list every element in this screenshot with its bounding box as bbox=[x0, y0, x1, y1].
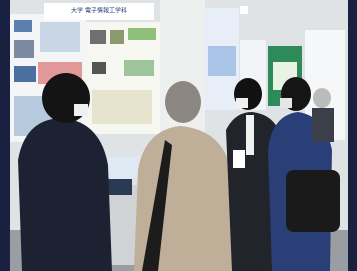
badge bbox=[233, 150, 245, 168]
poster-figure bbox=[40, 22, 80, 52]
photo: 大学 電子情報工学科 bbox=[0, 0, 357, 271]
poster-figure bbox=[92, 90, 152, 124]
poster-figure bbox=[128, 28, 156, 40]
person-jacket bbox=[18, 118, 112, 271]
poster-figure bbox=[14, 20, 32, 32]
poster-figure bbox=[14, 66, 36, 82]
mask bbox=[74, 104, 88, 116]
poster-figure bbox=[92, 62, 106, 74]
sign-text: 大学 電子情報工学科 bbox=[71, 7, 127, 15]
poster-figure bbox=[208, 46, 236, 76]
bag bbox=[286, 170, 340, 232]
mask bbox=[236, 98, 248, 108]
poster-figure bbox=[124, 60, 154, 76]
mask bbox=[280, 98, 292, 108]
page: {"scene": {"sign": "大学 電子情報工学科"}} 大学 電子情… bbox=[0, 0, 357, 271]
lamp bbox=[240, 6, 248, 14]
shirt bbox=[246, 115, 254, 155]
poster-figure bbox=[14, 40, 34, 58]
person-head bbox=[165, 81, 201, 123]
poster-figure bbox=[90, 30, 106, 44]
person-body bbox=[312, 108, 334, 142]
poster-figure bbox=[110, 30, 124, 44]
person-head bbox=[313, 88, 331, 108]
